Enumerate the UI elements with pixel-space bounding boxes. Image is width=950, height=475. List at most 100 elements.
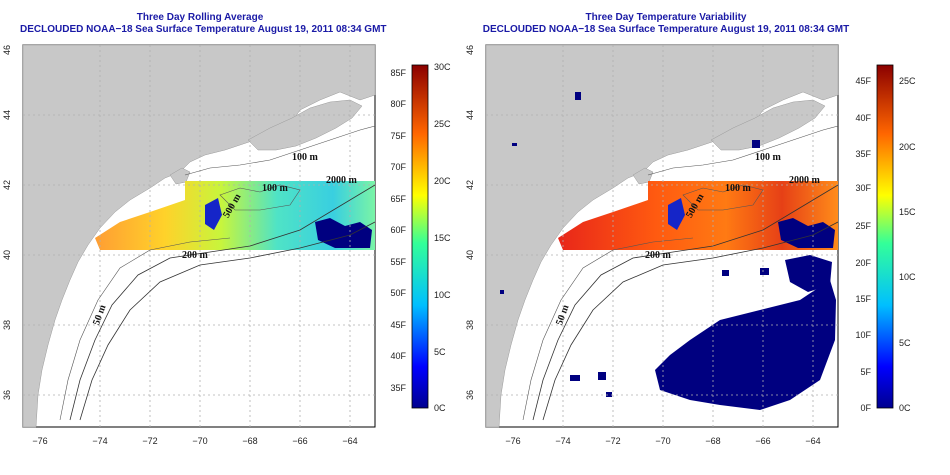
right-colorbar-f-label: 10F [855,330,871,340]
left-depth-label-200m: 200 m [182,250,209,261]
right-contour-200m [532,184,839,421]
left-depth-label-100m-bank: 100 m [262,183,289,194]
left-land-novascotia [247,99,363,151]
right-depth-label-100m-bank: 100 m [725,183,752,194]
left-lon-tick: −64 [342,436,357,446]
right-colorbar-c-labels: 25C 20C 15C 10C 5C 0C [899,76,916,413]
right-lat-tick: 38 [465,320,475,330]
right-lat-axis: 36 38 40 42 44 46 [465,45,475,400]
right-contour-2000m [542,221,839,421]
right-colorbar-f-label: 20F [855,258,871,268]
right-lon-tick: −66 [755,436,770,446]
right-contour-50m [522,237,694,421]
left-lon-axis: −76 −74 −72 −70 −68 −66 −64 [32,436,357,446]
right-colorbar-f-label: 0F [860,403,871,413]
left-lon-tick: −76 [32,436,47,446]
left-lat-tick: 38 [2,320,12,330]
left-lon-tick: −70 [192,436,207,446]
left-colorbar-f-label: 80F [390,99,406,109]
right-map-title: Three Day Temperature Variability DECLOU… [466,12,866,36]
right-colorbar-f-label: 15F [855,294,871,304]
left-land-capecod [169,167,191,185]
right-contour-100m [647,125,839,176]
left-lat-tick: 40 [2,250,12,260]
right-lon-tick: −70 [655,436,670,446]
right-title-line1: Three Day Temperature Variability [585,12,747,23]
left-colorbar-c-label: 0C [434,403,446,413]
right-cloud-speckles [500,92,836,410]
left-lat-tick: 42 [2,180,12,190]
right-lon-tick: −72 [605,436,620,446]
right-land-novascotia [710,99,826,151]
right-lat-tick: 46 [465,45,475,55]
left-contour-georges [219,184,301,211]
right-colorbar-f-labels: 45F 40F 35F 30F 25F 20F 15F 10F 5F 0F [855,76,871,413]
left-lat-axis: 36 38 40 42 44 46 [2,45,12,400]
left-grid [23,45,375,427]
left-colorbar-c-label: 10C [434,290,451,300]
left-colorbar-f-label: 55F [390,257,406,267]
right-lat-tick: 42 [465,180,475,190]
left-cold-core [205,198,222,230]
right-cold-core [668,198,685,230]
left-map-title: Three Day Rolling Average DECLOUDED NOAA… [20,12,387,36]
left-colorbar-c-label: 15C [434,233,451,243]
left-colorbar-c-labels: 30C 25C 20C 15C 10C 5C 0C [434,62,451,413]
right-lat-tick: 40 [465,250,475,260]
left-contour-200m [69,184,376,421]
left-title-line1: Three Day Rolling Average [136,12,264,23]
left-colorbar-f-label: 40F [390,351,406,361]
left-colorbar-f-label: 70F [390,162,406,172]
right-colorbar-c-label: 15C [899,207,916,217]
right-colorbar-f-label: 35F [855,149,871,159]
right-colorbar-c-label: 20C [899,142,916,152]
left-colorbar-c-label: 30C [434,62,451,72]
left-lon-tick: −72 [142,436,157,446]
left-colorbar-f-label: 60F [390,225,406,235]
left-lon-tick: −66 [292,436,307,446]
left-depth-label-2000m: 2000 m [326,175,358,186]
right-colorbar-f-label: 5F [860,367,871,377]
right-colorbar-c-label: 10C [899,272,916,282]
left-lon-tick: −74 [92,436,107,446]
right-title-line2: DECLOUDED NOAA−18 Sea Surface Temperatur… [482,24,850,35]
left-colorbar-f-labels: 85F 80F 75F 70F 65F 60F 55F 50F 45F 40F … [390,68,406,393]
left-sst-field [95,181,375,250]
right-depth-label-200m: 200 m [645,250,672,261]
left-contour-100m [184,125,376,176]
right-contour-georges [682,184,764,211]
left-colorbar-f-label: 75F [390,131,406,141]
right-lat-tick: 36 [465,390,475,400]
left-depth-label-100m-north: 100 m [292,152,319,163]
right-lon-tick: −64 [805,436,820,446]
left-colorbar-f-label: 50F [390,288,406,298]
right-sst-field [558,181,838,250]
right-colorbar-c-label: 5C [899,338,911,348]
left-contour-2000m [79,221,376,421]
left-title-line2: DECLOUDED NOAA−18 Sea Surface Temperatur… [20,24,387,35]
right-colorbar-c-label: 0C [899,403,911,413]
left-colorbar-c-label: 5C [434,347,446,357]
right-depth-label-100m-north: 100 m [755,152,782,163]
left-lat-tick: 44 [2,110,12,120]
right-colorbar-f-label: 30F [855,183,871,193]
right-colorbar-f-label: 40F [855,113,871,123]
left-colorbar-c-label: 25C [434,119,451,129]
left-lat-tick: 36 [2,390,12,400]
right-lon-axis: −76 −74 −72 −70 −68 −66 −64 [505,436,820,446]
right-lon-tick: −74 [555,436,570,446]
right-lat-tick: 44 [465,110,475,120]
left-colorbar [411,64,429,409]
right-colorbar [876,64,894,409]
right-land-capecod [632,167,654,185]
left-lon-tick: −68 [242,436,257,446]
right-colorbar-f-label: 25F [855,221,871,231]
right-lon-tick: −68 [705,436,720,446]
left-colorbar-f-label: 45F [390,320,406,330]
right-grid [486,45,838,427]
left-colorbar-f-label: 85F [390,68,406,78]
left-lat-tick: 46 [2,45,12,55]
left-land-mainland [22,44,376,428]
left-colorbar-f-label: 35F [390,383,406,393]
